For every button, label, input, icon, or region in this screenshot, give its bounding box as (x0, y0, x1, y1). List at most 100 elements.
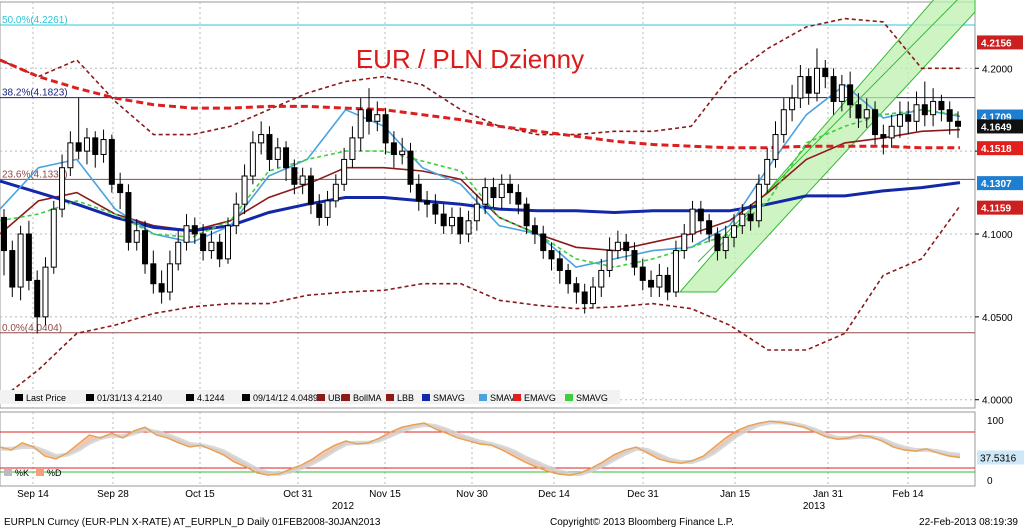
candle-body (208, 241, 215, 252)
time-axis: Sep 14 Sep 28 Oct 15 Oct 31 Nov 15 Nov 30 Dec … (17, 489, 924, 512)
x-tick-label: Sep 14 (17, 489, 49, 500)
candle-body (896, 114, 903, 127)
legend-bg (0, 390, 620, 404)
legend-swatch (386, 394, 394, 401)
candle-body (258, 134, 265, 144)
candle-body (299, 175, 306, 185)
x-tick-label: Feb 14 (892, 489, 924, 500)
candle-body (930, 100, 937, 116)
y-tick-label: 4.1000 (982, 230, 1013, 241)
candle-body (830, 76, 837, 102)
legend-entry: Last Price (26, 393, 66, 403)
candle-body (316, 203, 323, 218)
candle-body (938, 100, 945, 111)
candle-body (366, 109, 373, 122)
candle-body (191, 225, 198, 235)
price-badge-bg (977, 176, 1023, 191)
year-label: 2012 (332, 501, 355, 512)
candle-body (797, 76, 804, 99)
candle-body (224, 225, 231, 260)
series-line-smavg (0, 179, 961, 233)
candle-body (697, 208, 704, 222)
candle-body (681, 233, 688, 252)
price-badge: 4.1307 (977, 176, 1023, 191)
legend-entry: SMAVG (490, 393, 522, 403)
candle-body (216, 241, 223, 260)
candle-body (789, 97, 796, 111)
osc-y-tick-label: 100 (987, 416, 1004, 427)
candle-body (133, 230, 140, 243)
candle-body (548, 250, 555, 260)
candle-body (747, 213, 754, 222)
candle-body (523, 203, 530, 227)
candle-body (34, 279, 41, 318)
stochastic-oscillator: 100 0 37.5316 %K %D (0, 416, 1024, 487)
indicator-lines (0, 17, 961, 401)
price-badge-value: 4.1649 (981, 122, 1012, 133)
price-badge: 4.2156 (977, 35, 1023, 50)
y-tick-label: 4.2000 (982, 64, 1013, 75)
candle-body (639, 266, 646, 281)
y-tick-label: 4.0500 (982, 313, 1013, 324)
fib-level-label: 38.2%(4.1823) (2, 88, 68, 99)
candle-body (357, 109, 364, 139)
candle-body (59, 167, 66, 210)
candle-body (332, 183, 339, 202)
legend-swatch (565, 394, 573, 401)
legend-entry: EMAVG (524, 393, 556, 403)
candle-body (440, 213, 447, 227)
candle-body (117, 183, 124, 194)
candle-body (341, 158, 348, 185)
candle-body (648, 279, 655, 288)
osc-d-line (0, 420, 961, 477)
candle-body (382, 114, 389, 144)
legend-entry: SMAVG (576, 393, 608, 403)
x-tick-label: Nov 30 (456, 489, 488, 500)
candle-body (731, 225, 738, 238)
candle-body (158, 283, 165, 293)
candle-body (407, 150, 414, 185)
price-badge: 4.1649 (977, 119, 1023, 134)
candle-body (614, 241, 621, 252)
candle-body (872, 109, 879, 136)
legend-entry: 09/14/12 4.0489 (253, 393, 318, 403)
osc-legend-swatch (36, 469, 44, 476)
candle-body (307, 175, 314, 205)
x-tick-label: Jan 15 (720, 489, 750, 500)
candle-body (805, 76, 812, 94)
osc-badge-bg (977, 450, 1024, 465)
candle-body (606, 250, 613, 271)
candle-body (283, 147, 290, 169)
candle-body (813, 67, 820, 94)
osc-legend-entry: %K (15, 468, 29, 478)
legend-swatch (422, 394, 430, 401)
candle-body (424, 200, 431, 205)
candle-body (498, 183, 505, 199)
candle-body (67, 142, 74, 169)
candle-body (175, 241, 182, 265)
chart-title: EUR / PLN Dzienny (356, 44, 584, 74)
y-tick-label: 4.0000 (982, 396, 1013, 407)
footer-copyright: Copyright© 2013 Bloomberg Finance L.P. (550, 517, 734, 528)
candle-body (324, 200, 331, 218)
candle-body (722, 236, 729, 252)
candle-body (241, 175, 248, 205)
candle-body (921, 104, 928, 116)
fib-level-label: 0.0%(4.0404) (2, 323, 62, 334)
legend-swatch (317, 394, 325, 401)
candle-body (672, 250, 679, 293)
osc-y-tick-label: 0 (987, 476, 993, 487)
legend-swatch (479, 394, 487, 401)
candle-body (531, 225, 538, 235)
candle-body (631, 250, 638, 268)
osc-legend-entry: %D (47, 468, 62, 478)
candle-body (946, 109, 953, 122)
candle-body (515, 192, 522, 205)
price-badge-bg (977, 119, 1023, 134)
candle-body (448, 216, 455, 227)
candle-body (415, 183, 422, 202)
candle-body (17, 233, 24, 288)
legend-swatch (15, 394, 23, 401)
candle-body (714, 233, 721, 252)
